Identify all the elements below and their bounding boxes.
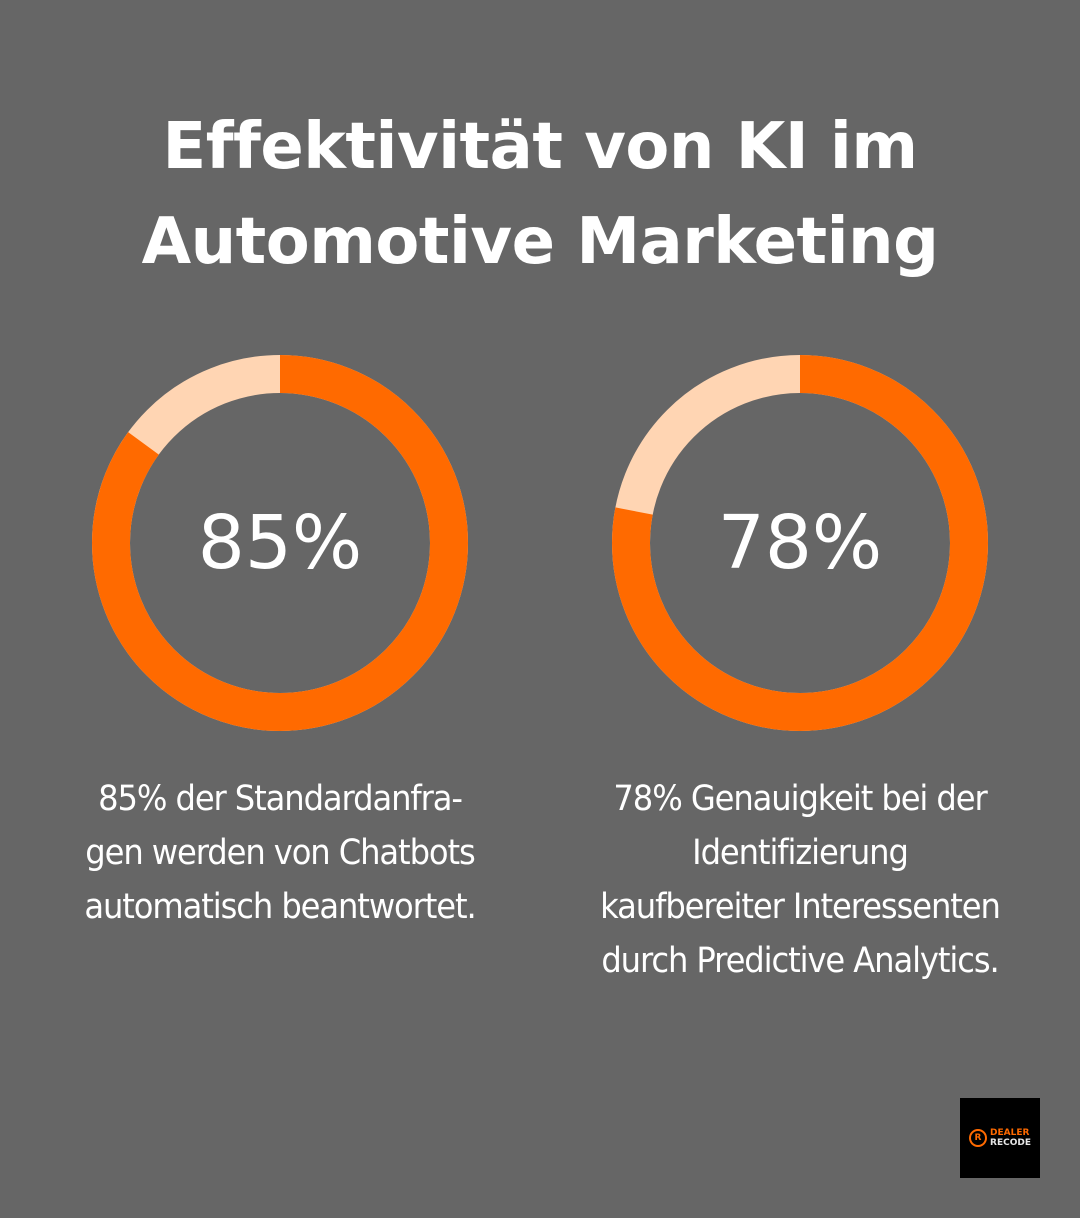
caption-chatbots: 85% der Standardanfra- gen werden von Ch… (41, 772, 519, 934)
dealer-recode-logo: R DEALER RECODE (960, 1098, 1040, 1178)
caption-line: 78% Genauigkeit bei der (613, 779, 987, 819)
caption-line: automatisch beantwortet. (84, 887, 476, 927)
logo-line-2: RECODE (990, 1138, 1031, 1148)
logo-line-1: DEALER (990, 1128, 1030, 1138)
donut-value: 78% (717, 500, 883, 586)
donut-value: 85% (197, 500, 363, 586)
donut-chart-predictive: 78% (610, 353, 990, 733)
donut-arc (92, 355, 468, 731)
donut-chart-chatbots: 85% (90, 353, 470, 733)
caption-line: 85% der Standardanfra- (98, 779, 463, 819)
caption-line: Identifizierung (692, 833, 909, 873)
page-title: Effektivität von KI im Automotive Market… (0, 100, 1080, 290)
caption-predictive: 78% Genauigkeit bei der Identifizierung … (561, 772, 1039, 988)
title-line-1: Effektivität von KI im (162, 110, 918, 184)
title-line-2: Automotive Marketing (141, 205, 939, 279)
donut-ring (92, 355, 468, 731)
donut-ring (612, 355, 988, 731)
donut-arc (612, 355, 988, 731)
logo-r-icon: R (969, 1129, 988, 1147)
caption-line: gen werden von Chatbots (85, 833, 476, 873)
caption-line: kaufbereiter Interessenten (600, 887, 1001, 927)
caption-line: durch Predictive Analytics. (601, 941, 999, 981)
